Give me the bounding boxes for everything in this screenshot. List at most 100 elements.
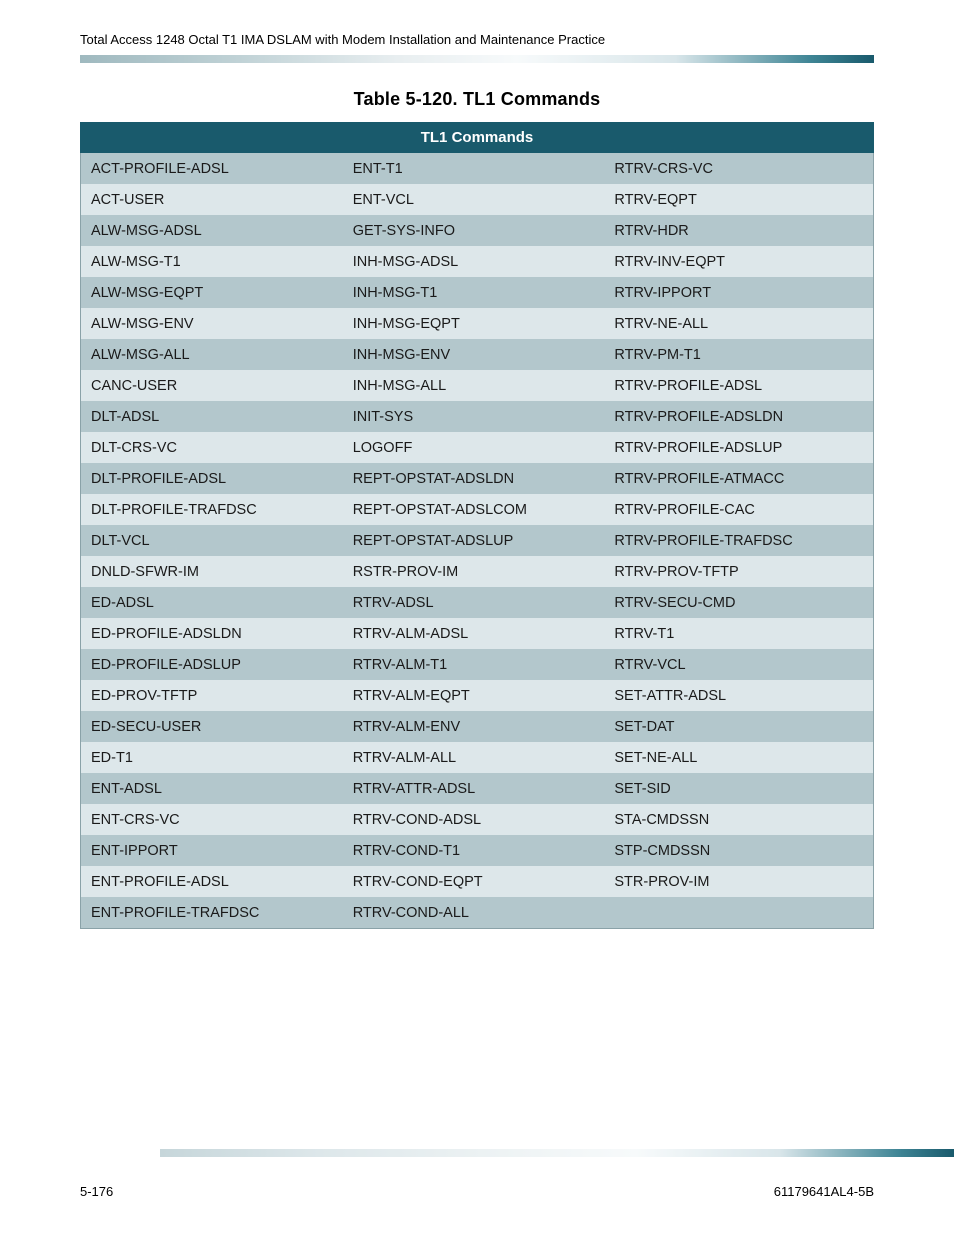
table-cell: ALW-MSG-T1 [81, 246, 343, 277]
table-cell: ED-ADSL [81, 587, 343, 618]
table-cell: ED-SECU-USER [81, 711, 343, 742]
table-cell: ED-T1 [81, 742, 343, 773]
table-cell: RTRV-IPPORT [604, 277, 874, 308]
table-row: ACT-USERENT-VCLRTRV-EQPT [81, 184, 874, 215]
table-cell: RTRV-ALM-ENV [342, 711, 604, 742]
table-row: ACT-PROFILE-ADSLENT-T1RTRV-CRS-VC [81, 153, 874, 184]
table-row: ALW-MSG-ENVINH-MSG-EQPTRTRV-NE-ALL [81, 308, 874, 339]
table-row: ED-PROFILE-ADSLDNRTRV-ALM-ADSLRTRV-T1 [81, 618, 874, 649]
table-cell: DLT-PROFILE-TRAFDSC [81, 494, 343, 525]
table-row: ENT-PROFILE-TRAFDSCRTRV-COND-ALL [81, 897, 874, 929]
footer-gradient-bar [160, 1149, 954, 1157]
table-row: ED-PROV-TFTPRTRV-ALM-EQPTSET-ATTR-ADSL [81, 680, 874, 711]
table-cell: SET-ATTR-ADSL [604, 680, 874, 711]
page-number: 5-176 [80, 1184, 113, 1199]
table-row: DLT-CRS-VCLOGOFFRTRV-PROFILE-ADSLUP [81, 432, 874, 463]
table-cell: SET-NE-ALL [604, 742, 874, 773]
table-row: DLT-PROFILE-ADSLREPT-OPSTAT-ADSLDNRTRV-P… [81, 463, 874, 494]
page-footer: 5-176 61179641AL4-5B [80, 1184, 874, 1199]
tl1-commands-table: TL1 Commands ACT-PROFILE-ADSLENT-T1RTRV-… [80, 122, 874, 929]
table-row: ALW-MSG-ADSLGET-SYS-INFORTRV-HDR [81, 215, 874, 246]
table-cell: ENT-PROFILE-ADSL [81, 866, 343, 897]
table-cell: ENT-CRS-VC [81, 804, 343, 835]
table-cell: RSTR-PROV-IM [342, 556, 604, 587]
table-cell: ENT-T1 [342, 153, 604, 184]
table-cell: RTRV-CRS-VC [604, 153, 874, 184]
table-cell: RTRV-ATTR-ADSL [342, 773, 604, 804]
table-row: DLT-PROFILE-TRAFDSCREPT-OPSTAT-ADSLCOMRT… [81, 494, 874, 525]
table-cell: RTRV-PROFILE-CAC [604, 494, 874, 525]
table-cell: INH-MSG-ADSL [342, 246, 604, 277]
table-cell: ALW-MSG-EQPT [81, 277, 343, 308]
table-row: ENT-CRS-VCRTRV-COND-ADSLSTA-CMDSSN [81, 804, 874, 835]
table-cell: INIT-SYS [342, 401, 604, 432]
table-cell: INH-MSG-EQPT [342, 308, 604, 339]
table-cell: DLT-ADSL [81, 401, 343, 432]
table-row: ALW-MSG-ALLINH-MSG-ENVRTRV-PM-T1 [81, 339, 874, 370]
table-row: ED-SECU-USERRTRV-ALM-ENVSET-DAT [81, 711, 874, 742]
table-cell: RTRV-SECU-CMD [604, 587, 874, 618]
table-cell: RTRV-PROFILE-ADSL [604, 370, 874, 401]
table-cell: RTRV-PROV-TFTP [604, 556, 874, 587]
table-cell: RTRV-PROFILE-ADSLDN [604, 401, 874, 432]
table-row: ED-ADSLRTRV-ADSLRTRV-SECU-CMD [81, 587, 874, 618]
table-cell: RTRV-COND-EQPT [342, 866, 604, 897]
table-cell: RTRV-ALM-ALL [342, 742, 604, 773]
table-cell: RTRV-COND-ALL [342, 897, 604, 929]
table-row: ENT-PROFILE-ADSLRTRV-COND-EQPTSTR-PROV-I… [81, 866, 874, 897]
doc-code: 61179641AL4-5B [774, 1184, 874, 1199]
table-cell: SET-DAT [604, 711, 874, 742]
table-row: ENT-IPPORTRTRV-COND-T1STP-CMDSSN [81, 835, 874, 866]
table-cell: RTRV-PROFILE-ADSLUP [604, 432, 874, 463]
table-cell: RTRV-ALM-T1 [342, 649, 604, 680]
table-body: ACT-PROFILE-ADSLENT-T1RTRV-CRS-VCACT-USE… [81, 153, 874, 929]
table-cell: ED-PROFILE-ADSLUP [81, 649, 343, 680]
table-cell: RTRV-EQPT [604, 184, 874, 215]
table-cell: ALW-MSG-ADSL [81, 215, 343, 246]
table-cell: DLT-PROFILE-ADSL [81, 463, 343, 494]
table-cell: REPT-OPSTAT-ADSLCOM [342, 494, 604, 525]
table-cell: RTRV-HDR [604, 215, 874, 246]
table-cell: RTRV-COND-T1 [342, 835, 604, 866]
table-cell: RTRV-ADSL [342, 587, 604, 618]
table-cell: STP-CMDSSN [604, 835, 874, 866]
table-cell: ENT-IPPORT [81, 835, 343, 866]
table-cell: STR-PROV-IM [604, 866, 874, 897]
table-row: ALW-MSG-EQPTINH-MSG-T1RTRV-IPPORT [81, 277, 874, 308]
table-cell: ENT-PROFILE-TRAFDSC [81, 897, 343, 929]
table-cell: RTRV-COND-ADSL [342, 804, 604, 835]
table-row: DLT-ADSLINIT-SYSRTRV-PROFILE-ADSLDN [81, 401, 874, 432]
table-cell: DLT-CRS-VC [81, 432, 343, 463]
table-cell: ENT-ADSL [81, 773, 343, 804]
table-cell: DNLD-SFWR-IM [81, 556, 343, 587]
table-cell: ED-PROV-TFTP [81, 680, 343, 711]
table-cell: RTRV-PROFILE-ATMACC [604, 463, 874, 494]
table-cell [604, 897, 874, 929]
table-cell: CANC-USER [81, 370, 343, 401]
table-row: DNLD-SFWR-IMRSTR-PROV-IMRTRV-PROV-TFTP [81, 556, 874, 587]
table-cell: RTRV-NE-ALL [604, 308, 874, 339]
table-cell: REPT-OPSTAT-ADSLUP [342, 525, 604, 556]
table-row: ED-PROFILE-ADSLUPRTRV-ALM-T1RTRV-VCL [81, 649, 874, 680]
table-cell: GET-SYS-INFO [342, 215, 604, 246]
table-cell: ACT-USER [81, 184, 343, 215]
table-row: ED-T1RTRV-ALM-ALLSET-NE-ALL [81, 742, 874, 773]
table-row: ENT-ADSLRTRV-ATTR-ADSLSET-SID [81, 773, 874, 804]
page: Total Access 1248 Octal T1 IMA DSLAM wit… [0, 0, 954, 1235]
table-cell: REPT-OPSTAT-ADSLDN [342, 463, 604, 494]
table-cell: RTRV-VCL [604, 649, 874, 680]
table-cell: INH-MSG-ALL [342, 370, 604, 401]
table-cell: ENT-VCL [342, 184, 604, 215]
table-cell: INH-MSG-ENV [342, 339, 604, 370]
table-cell: DLT-VCL [81, 525, 343, 556]
table-cell: ALW-MSG-ENV [81, 308, 343, 339]
table-row: ALW-MSG-T1INH-MSG-ADSLRTRV-INV-EQPT [81, 246, 874, 277]
table-row: CANC-USERINH-MSG-ALLRTRV-PROFILE-ADSL [81, 370, 874, 401]
table-cell: RTRV-ALM-ADSL [342, 618, 604, 649]
table-cell: ACT-PROFILE-ADSL [81, 153, 343, 184]
table-cell: RTRV-PROFILE-TRAFDSC [604, 525, 874, 556]
table-cell: RTRV-ALM-EQPT [342, 680, 604, 711]
table-row: DLT-VCLREPT-OPSTAT-ADSLUPRTRV-PROFILE-TR… [81, 525, 874, 556]
table-caption: Table 5-120. TL1 Commands [80, 89, 874, 110]
table-cell: ALW-MSG-ALL [81, 339, 343, 370]
